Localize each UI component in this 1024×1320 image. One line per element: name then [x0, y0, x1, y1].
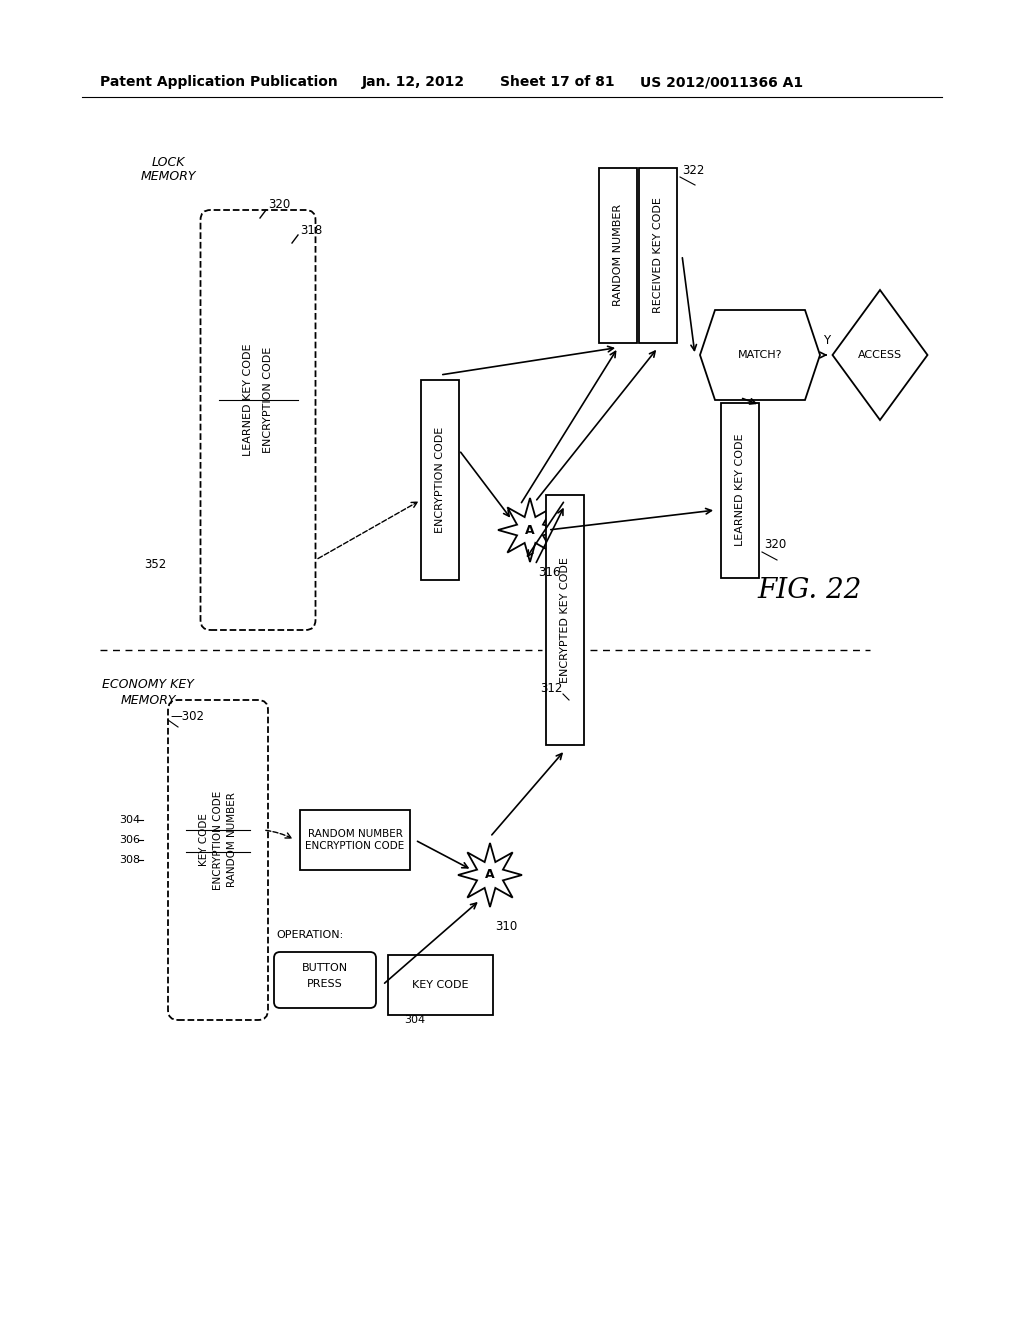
Bar [421, 380, 459, 579]
Bar [387, 954, 493, 1015]
Text: —302: —302 [170, 710, 204, 723]
Text: Patent Application Publication: Patent Application Publication [100, 75, 338, 88]
Text: PRESS: PRESS [307, 979, 343, 989]
Text: A: A [485, 869, 495, 882]
Text: ECONOMY KEY: ECONOMY KEY [102, 678, 194, 692]
Text: MEMORY: MEMORY [140, 170, 196, 183]
Text: KEY CODE: KEY CODE [199, 813, 209, 866]
Text: 322: 322 [682, 164, 705, 177]
Text: 352: 352 [144, 558, 166, 572]
FancyBboxPatch shape [274, 952, 376, 1008]
Text: RECEIVED KEY CODE: RECEIVED KEY CODE [653, 197, 663, 313]
Text: 312: 312 [541, 681, 563, 694]
Text: 310: 310 [495, 920, 517, 933]
Text: OPERATION:: OPERATION: [276, 931, 344, 940]
FancyBboxPatch shape [168, 700, 268, 1020]
Text: 304: 304 [120, 814, 140, 825]
Text: 316: 316 [538, 565, 560, 578]
Text: RANDOM NUMBER: RANDOM NUMBER [227, 792, 237, 887]
Text: ENCRYPTION CODE: ENCRYPTION CODE [263, 347, 273, 453]
Text: 318: 318 [300, 223, 323, 236]
Text: ACCESS: ACCESS [858, 350, 902, 360]
Text: 320: 320 [268, 198, 290, 211]
Text: MEMORY: MEMORY [120, 693, 176, 706]
Text: LEARNED KEY CODE: LEARNED KEY CODE [243, 343, 253, 457]
Text: BUTTON: BUTTON [302, 964, 348, 973]
Polygon shape [458, 843, 522, 907]
Text: ENCRYPTION CODE: ENCRYPTION CODE [435, 426, 445, 533]
Text: ENCRYPTION CODE: ENCRYPTION CODE [305, 841, 404, 851]
Text: FIG. 22: FIG. 22 [758, 577, 862, 603]
Text: 306: 306 [120, 836, 140, 845]
Text: US 2012/0011366 A1: US 2012/0011366 A1 [640, 75, 803, 88]
Text: 320: 320 [764, 539, 786, 552]
Text: 304: 304 [404, 1015, 426, 1026]
Bar [599, 168, 637, 342]
Text: KEY CODE: KEY CODE [412, 979, 468, 990]
Polygon shape [700, 310, 820, 400]
Text: ENCRYPTED KEY CODE: ENCRYPTED KEY CODE [560, 557, 570, 682]
Polygon shape [498, 498, 562, 562]
Bar [721, 403, 759, 578]
Text: A: A [525, 524, 535, 536]
Text: ENCRYPTION CODE: ENCRYPTION CODE [213, 791, 223, 890]
Polygon shape [833, 290, 928, 420]
Text: Jan. 12, 2012: Jan. 12, 2012 [362, 75, 465, 88]
FancyBboxPatch shape [201, 210, 315, 630]
Text: RANDOM NUMBER: RANDOM NUMBER [307, 829, 402, 840]
Text: MATCH?: MATCH? [737, 350, 782, 360]
Bar [546, 495, 584, 744]
Text: Y: Y [822, 334, 829, 346]
Text: 308: 308 [120, 855, 140, 865]
Text: Sheet 17 of 81: Sheet 17 of 81 [500, 75, 614, 88]
Text: LEARNED KEY CODE: LEARNED KEY CODE [735, 434, 745, 546]
Bar [300, 810, 410, 870]
Text: RANDOM NUMBER: RANDOM NUMBER [613, 203, 623, 306]
Bar [639, 168, 677, 342]
Text: LOCK: LOCK [152, 157, 184, 169]
